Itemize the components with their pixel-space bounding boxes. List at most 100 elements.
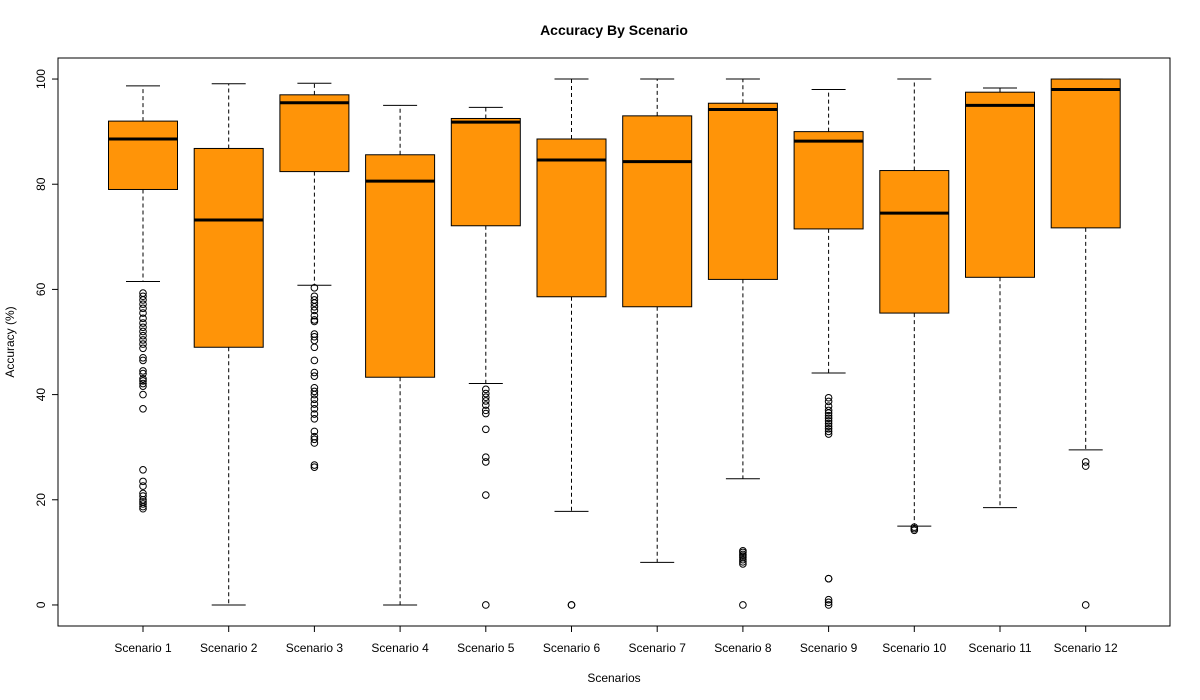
- outlier-point: [310, 414, 319, 423]
- outlier-point: [482, 406, 490, 415]
- y-tick-label: 40: [34, 388, 48, 402]
- outlier-point: [1081, 601, 1090, 609]
- outlier-point: [482, 491, 490, 499]
- outlier-point: [139, 344, 147, 353]
- outlier-point: [310, 387, 319, 396]
- outlier-point: [139, 367, 147, 375]
- outlier-point: [310, 316, 319, 324]
- outlier-point: [482, 601, 490, 609]
- outlier-point: [910, 526, 919, 535]
- outlier-point: [139, 466, 147, 474]
- outlier-point: [824, 574, 833, 583]
- outlier-point: [310, 306, 319, 315]
- outlier-point: [310, 311, 319, 320]
- outlier-point: [310, 299, 319, 307]
- x-axis: Scenario 1 Scenario 2 Scenario 3 Scenario 4…: [114, 625, 1118, 655]
- box-group: [108, 85, 178, 513]
- box-group: [365, 104, 436, 606]
- iqr-box: [707, 102, 778, 280]
- outlier-point: [824, 419, 833, 428]
- outlier-point: [482, 389, 490, 398]
- outlier-point: [310, 356, 319, 365]
- outlier-point: [139, 314, 147, 323]
- outlier-point: [310, 461, 319, 469]
- outlier-point: [139, 356, 147, 365]
- outlier-point: [310, 343, 319, 352]
- box-group: [965, 87, 1035, 509]
- y-tick-label: 0: [34, 601, 48, 608]
- outlier-point: [139, 336, 147, 344]
- outlier-point: [739, 560, 747, 568]
- outlier-point: [482, 401, 490, 409]
- iqr-box: [879, 170, 950, 314]
- outlier-point: [824, 417, 833, 425]
- outlier-point: [139, 375, 147, 383]
- chart-title: Accuracy By Scenario: [540, 22, 688, 38]
- iqr-box: [793, 131, 864, 230]
- outlier-point: [482, 397, 490, 405]
- outlier-point: [482, 385, 490, 394]
- iqr-box: [450, 117, 521, 227]
- outlier-point: [310, 463, 319, 471]
- box-group: [193, 83, 264, 606]
- x-tick-label: Scenario 11: [968, 641, 1031, 655]
- x-tick-label: Scenario 3: [286, 641, 344, 655]
- outlier-point: [139, 377, 147, 385]
- outlier-point: [139, 296, 147, 304]
- box-group: [622, 78, 693, 563]
- outlier-point: [139, 369, 147, 378]
- outlier-point: [824, 598, 833, 607]
- iqr-box: [622, 115, 693, 308]
- x-tick-label: Scenario 9: [800, 641, 858, 655]
- outlier-point: [310, 317, 319, 326]
- x-tick-label: Scenario 1: [114, 641, 172, 655]
- outlier-point: [139, 319, 147, 327]
- outlier-point: [824, 427, 833, 436]
- x-tick-label: Scenario 6: [543, 641, 601, 655]
- outlier-point: [139, 502, 147, 511]
- outlier-point: [739, 558, 747, 566]
- iqr-box: [193, 147, 264, 348]
- x-tick-label: Scenario 4: [371, 641, 429, 655]
- outlier-point: [139, 340, 147, 348]
- outlier-point: [139, 292, 147, 301]
- outlier-point: [139, 323, 147, 332]
- outlier-point: [824, 393, 833, 402]
- outlier-point: [310, 410, 319, 418]
- outlier-point: [139, 327, 147, 336]
- outlier-point: [824, 424, 833, 433]
- outlier-point: [139, 300, 147, 308]
- y-tick-label: 60: [34, 282, 48, 296]
- outlier-point: [824, 406, 833, 415]
- outlier-point: [310, 395, 319, 404]
- outlier-point: [1081, 458, 1090, 466]
- outlier-point: [739, 548, 747, 557]
- outlier-point: [824, 397, 833, 406]
- outlier-point: [310, 435, 319, 444]
- outlier-point: [310, 404, 319, 413]
- outlier-point: [310, 390, 319, 399]
- outlier-point: [310, 368, 319, 377]
- x-tick-label: Scenario 2: [200, 641, 258, 655]
- outlier-point: [139, 304, 147, 313]
- outlier-point: [139, 482, 147, 490]
- outlier-point: [310, 400, 319, 408]
- y-tick-label: 80: [34, 177, 48, 191]
- outlier-point: [310, 332, 319, 341]
- outlier-point: [139, 379, 147, 388]
- outlier-point: [482, 425, 490, 434]
- box-group: [1050, 78, 1121, 609]
- outlier-point: [139, 492, 147, 500]
- x-tick-label: Scenario 12: [1054, 641, 1118, 655]
- outlier-point: [139, 477, 147, 486]
- boxes-layer: [108, 78, 1121, 609]
- iqr-box: [365, 154, 436, 378]
- outlier-point: [1081, 462, 1090, 470]
- y-tick-label: 100: [34, 69, 48, 89]
- box-group: [279, 82, 350, 471]
- outlier-point: [139, 353, 147, 362]
- outlier-point: [739, 601, 747, 609]
- outlier-point: [139, 390, 147, 399]
- y-axis-title: Accuracy (%): [3, 306, 17, 377]
- outlier-point: [139, 309, 147, 317]
